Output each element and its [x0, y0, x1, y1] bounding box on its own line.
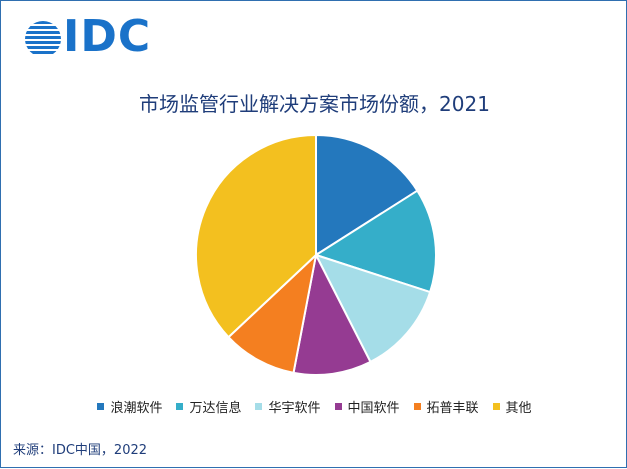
idc-logo: IDC — [23, 11, 158, 63]
source-note: 来源：IDC中国，2022 — [13, 443, 148, 458]
legend-label: 浪潮软件 — [110, 401, 163, 416]
pie-slice — [313, 189, 437, 294]
legend-item: 中国软件 — [334, 397, 400, 416]
legend-swatch — [255, 403, 263, 410]
legend-swatch — [413, 403, 421, 410]
legend-item: 拓普丰联 — [413, 397, 479, 416]
legend-swatch — [492, 403, 500, 410]
legend-item: 万达信息 — [176, 397, 241, 416]
legend-swatch — [97, 403, 105, 410]
pie-slice — [227, 252, 318, 375]
pie-slice — [315, 133, 419, 257]
legend-item: 其他 — [492, 397, 532, 416]
chart-legend: 浪潮软件 万达信息 华宇软件 中国软件 拓普丰联 其他 — [1, 397, 627, 416]
logo-text: IDC — [63, 11, 152, 62]
legend-label: 中国软件 — [347, 401, 400, 416]
pie-slice — [195, 133, 317, 339]
legend-swatch — [176, 403, 184, 410]
legend-item: 华宇软件 — [255, 397, 321, 416]
legend-swatch — [334, 403, 342, 410]
legend-label: 万达信息 — [189, 401, 242, 416]
legend-label: 华宇软件 — [268, 401, 321, 416]
legend-label: 拓普丰联 — [426, 401, 479, 416]
pie-slice — [292, 251, 372, 376]
legend-item: 浪潮软件 — [97, 397, 162, 416]
chart-title: 市场监管行业解决方案市场份额，2021 — [139, 92, 490, 116]
pie-slice — [314, 253, 432, 364]
legend-label: 其他 — [505, 401, 532, 416]
globe-icon — [25, 21, 61, 54]
